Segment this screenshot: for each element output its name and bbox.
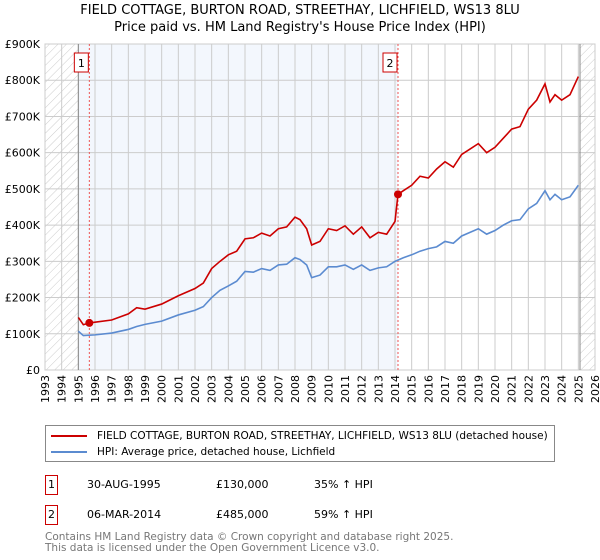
x-tick-label: 1997 [106, 375, 119, 403]
y-tick-label: £700K [5, 110, 41, 123]
transaction-hpi: 59% ↑ HPI [314, 508, 373, 521]
x-tick-label: 2013 [372, 375, 385, 403]
legend-label: HPI: Average price, detached house, Lich… [97, 446, 336, 458]
x-tick-label: 2017 [439, 375, 452, 403]
x-tick-label: 1998 [122, 375, 135, 403]
sale-point [394, 190, 402, 199]
y-tick-label: £800K [5, 74, 41, 87]
x-tick-label: 1999 [139, 375, 152, 403]
transaction-marker: 2 [45, 505, 58, 525]
y-tick-label: £500K [5, 183, 41, 196]
sale-label-box [382, 52, 398, 73]
sale-label: 1 [78, 57, 85, 70]
y-tick-label: £300K [5, 255, 41, 268]
x-tick-label: 2011 [339, 375, 352, 403]
price-chart: 1993 1994 1995 1996 1997 1998 1999 2000 2001 2002… [5, 38, 600, 403]
y-tick-label: £200K [5, 292, 41, 305]
x-tick-label: 2010 [322, 375, 335, 403]
property-price-line [77, 76, 580, 326]
x-tick-label: 2001 [172, 375, 185, 403]
x-tick-label: 2007 [272, 375, 285, 403]
x-tick-label: 2026 [589, 375, 600, 403]
x-tick-label: 2009 [306, 375, 319, 403]
x-tick-label: 2000 [156, 375, 169, 403]
plot-border [44, 43, 596, 371]
x-tick-label: 2014 [389, 375, 402, 403]
x-tick-label: 1996 [89, 375, 102, 403]
x-tick-label: 2015 [406, 375, 419, 403]
legend-label: FIELD COTTAGE, BURTON ROAD, STREETHAY, L… [97, 430, 548, 442]
legend-line-blue [51, 451, 87, 453]
legend-item-hpi: HPI: Average price, detached house, Lich… [51, 446, 335, 458]
x-tick-label: 2012 [356, 375, 369, 403]
y-tick-label: £900K [5, 38, 41, 51]
x-tick-label: 2024 [556, 375, 569, 403]
x-tick-label: 2025 [572, 375, 585, 403]
shaded-period [78, 44, 398, 370]
transaction-date: 30-AUG-1995 [87, 478, 161, 491]
y-tick-label: £400K [5, 219, 41, 232]
x-tick-label: 1994 [56, 375, 69, 403]
x-tick-label: 1993 [39, 375, 52, 403]
x-tick-label: 2006 [256, 375, 269, 403]
x-tick-label: 2004 [222, 375, 235, 403]
y-tick-label: £0 [26, 364, 40, 377]
x-tick-label: 2021 [506, 375, 519, 403]
transaction-marker: 1 [45, 475, 58, 495]
y-tick-label: £100K [5, 328, 41, 341]
sale-label-box [73, 52, 89, 73]
x-tick-label: 2002 [189, 375, 202, 403]
footer-copyright: Contains HM Land Registry data © Crown c… [45, 531, 454, 543]
x-tick-label: 2008 [289, 375, 302, 403]
legend-line-red [51, 435, 87, 437]
x-tick-label: 2005 [239, 375, 252, 403]
hatch-after-data [580, 44, 595, 370]
x-tick-label: 1995 [72, 375, 85, 403]
transaction-hpi: 35% ↑ HPI [314, 478, 373, 491]
transaction-price: £130,000 [216, 478, 269, 491]
footer: Contains HM Land Registry data © Crown c… [45, 532, 453, 554]
x-tick-label: 2016 [422, 375, 435, 403]
sale-point [85, 318, 94, 327]
chart-legend: FIELD COTTAGE, BURTON ROAD, STREETHAY, L… [45, 425, 555, 462]
x-tick-label: 2003 [206, 375, 219, 403]
chart-title: FIELD COTTAGE, BURTON ROAD, STREETHAY, L… [80, 3, 520, 18]
x-tick-label: 2019 [472, 375, 485, 403]
y-tick-label: £600K [5, 147, 41, 160]
footer-licence: This data is licensed under the Open Gov… [45, 542, 380, 554]
hpi-line [77, 184, 579, 337]
chart-subtitle: Price paid vs. HM Land Registry's House … [114, 20, 486, 35]
sale-label: 2 [387, 57, 394, 70]
transaction-price: £485,000 [216, 508, 269, 521]
x-tick-label: 2023 [539, 375, 552, 403]
x-tick-label: 2018 [456, 375, 469, 403]
x-tick-label: 2020 [489, 375, 502, 403]
legend-item-property: FIELD COTTAGE, BURTON ROAD, STREETHAY, L… [51, 430, 548, 442]
x-tick-label: 2022 [522, 375, 535, 403]
transaction-date: 06-MAR-2014 [87, 508, 162, 521]
